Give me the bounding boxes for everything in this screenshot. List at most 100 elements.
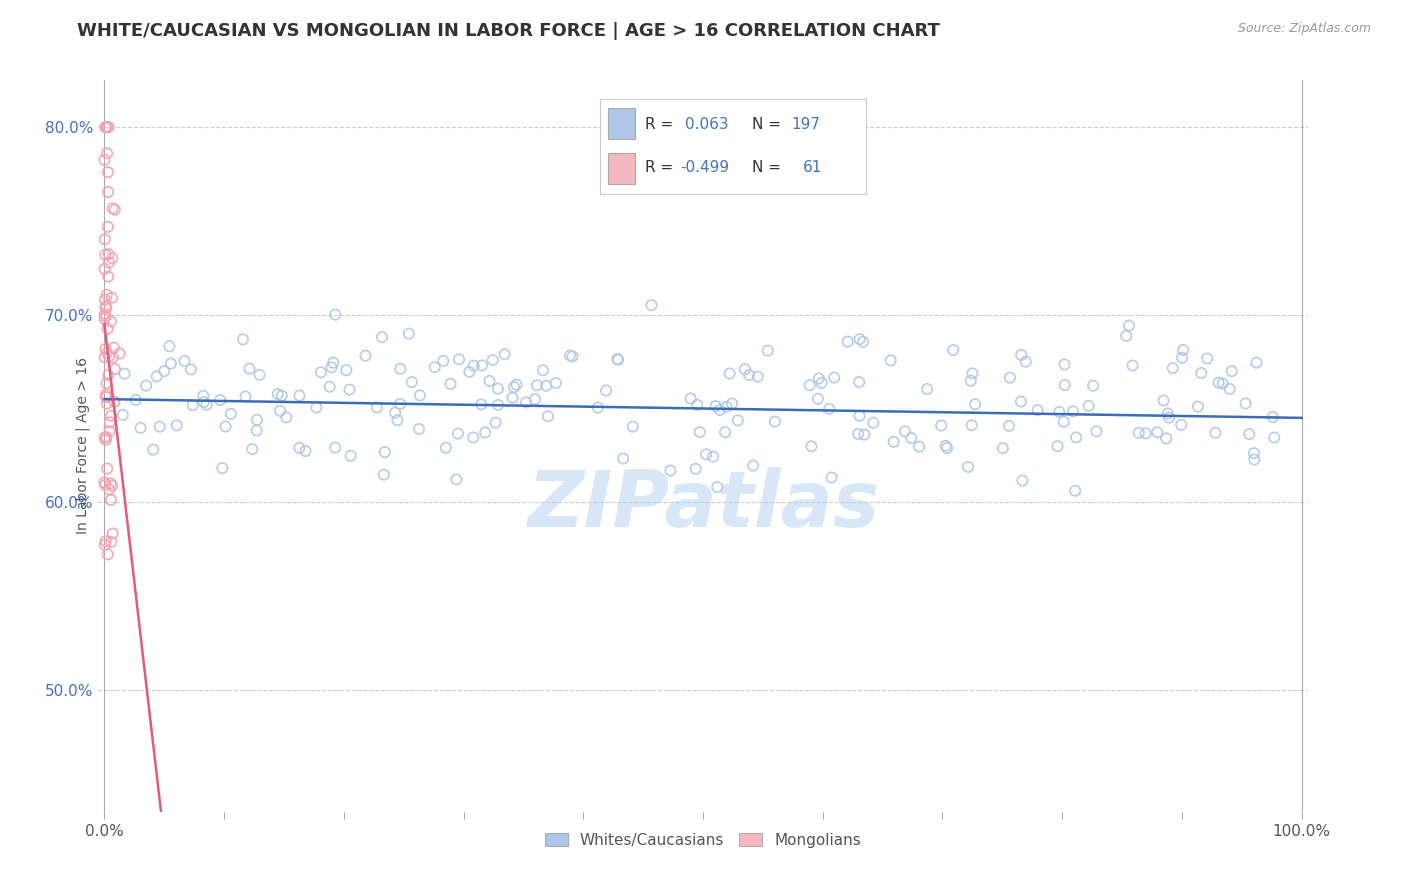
Point [94, 538, 117, 552]
Point [915, 382, 938, 396]
Point [544, 376, 567, 390]
Point [97, 255, 120, 269]
Point [209, 392, 232, 407]
Point [97, 368, 120, 383]
Point [706, 480, 728, 494]
Point [942, 343, 965, 357]
Point [742, 458, 765, 473]
Point [96, 301, 118, 315]
Point [309, 365, 332, 379]
Point [908, 440, 931, 454]
Point [246, 413, 269, 427]
Point [818, 401, 841, 416]
Point [1219, 382, 1241, 396]
Point [1122, 359, 1144, 373]
Point [1263, 430, 1285, 444]
Point [100, 476, 122, 491]
Point [94, 293, 117, 307]
Point [756, 343, 779, 358]
Text: Source: ZipAtlas.com: Source: ZipAtlas.com [1237, 22, 1371, 36]
Point [193, 395, 215, 409]
Point [1053, 378, 1076, 392]
Point [558, 349, 581, 363]
Point [240, 442, 263, 456]
Point [111, 408, 134, 422]
Point [1064, 430, 1087, 444]
Point [463, 430, 485, 444]
Point [97, 269, 120, 284]
Point [704, 399, 727, 413]
Point [94, 478, 117, 492]
Point [1220, 364, 1243, 378]
Point [101, 251, 124, 265]
Point [125, 392, 148, 407]
Point [374, 445, 396, 459]
Point [97, 185, 120, 199]
Point [401, 375, 423, 389]
Point [1047, 405, 1070, 419]
Point [96, 120, 118, 135]
Point [1081, 378, 1104, 392]
Point [848, 409, 870, 423]
Point [702, 450, 724, 464]
Point [837, 334, 859, 349]
Point [135, 378, 157, 392]
Point [586, 401, 609, 415]
Point [1064, 483, 1087, 498]
Point [679, 392, 702, 406]
Point [686, 398, 709, 412]
Point [820, 470, 842, 484]
Point [93, 430, 115, 444]
Point [195, 398, 218, 412]
Point [1204, 425, 1226, 440]
Point [1246, 356, 1268, 370]
Point [1015, 355, 1038, 369]
Point [276, 410, 298, 425]
Point [93, 153, 115, 167]
Point [96, 376, 118, 391]
Point [799, 378, 821, 392]
Point [108, 346, 131, 360]
Point [449, 352, 471, 367]
Point [998, 418, 1021, 433]
Point [96, 461, 118, 475]
Point [101, 526, 124, 541]
Point [1053, 358, 1076, 372]
Point [1187, 400, 1209, 414]
Point [1010, 394, 1032, 409]
Point [389, 361, 412, 376]
Point [373, 467, 395, 482]
Point [93, 351, 115, 365]
Point [159, 339, 181, 353]
Point [807, 371, 830, 385]
Point [900, 431, 922, 445]
Point [515, 395, 537, 409]
Point [474, 425, 496, 440]
Point [101, 479, 124, 493]
Point [101, 291, 124, 305]
Point [695, 447, 717, 461]
Point [810, 376, 832, 390]
Point [98, 483, 121, 497]
Point [322, 356, 344, 370]
Point [270, 389, 292, 403]
Point [366, 401, 388, 415]
Point [714, 425, 737, 440]
Point [929, 418, 952, 433]
Point [94, 387, 117, 401]
Point [471, 359, 494, 373]
Point [97, 548, 120, 562]
Point [409, 388, 432, 402]
Point [484, 416, 506, 430]
Point [503, 380, 526, 394]
Point [94, 300, 117, 314]
Text: ZIPatlas: ZIPatlas [527, 467, 879, 542]
Point [1128, 425, 1150, 440]
Point [734, 362, 756, 376]
Legend: Whites/Caucasians, Mongolians: Whites/Caucasians, Mongolians [537, 825, 869, 855]
Point [94, 232, 117, 246]
Point [446, 473, 468, 487]
Point [848, 375, 870, 389]
Point [93, 262, 115, 277]
Point [526, 378, 548, 392]
